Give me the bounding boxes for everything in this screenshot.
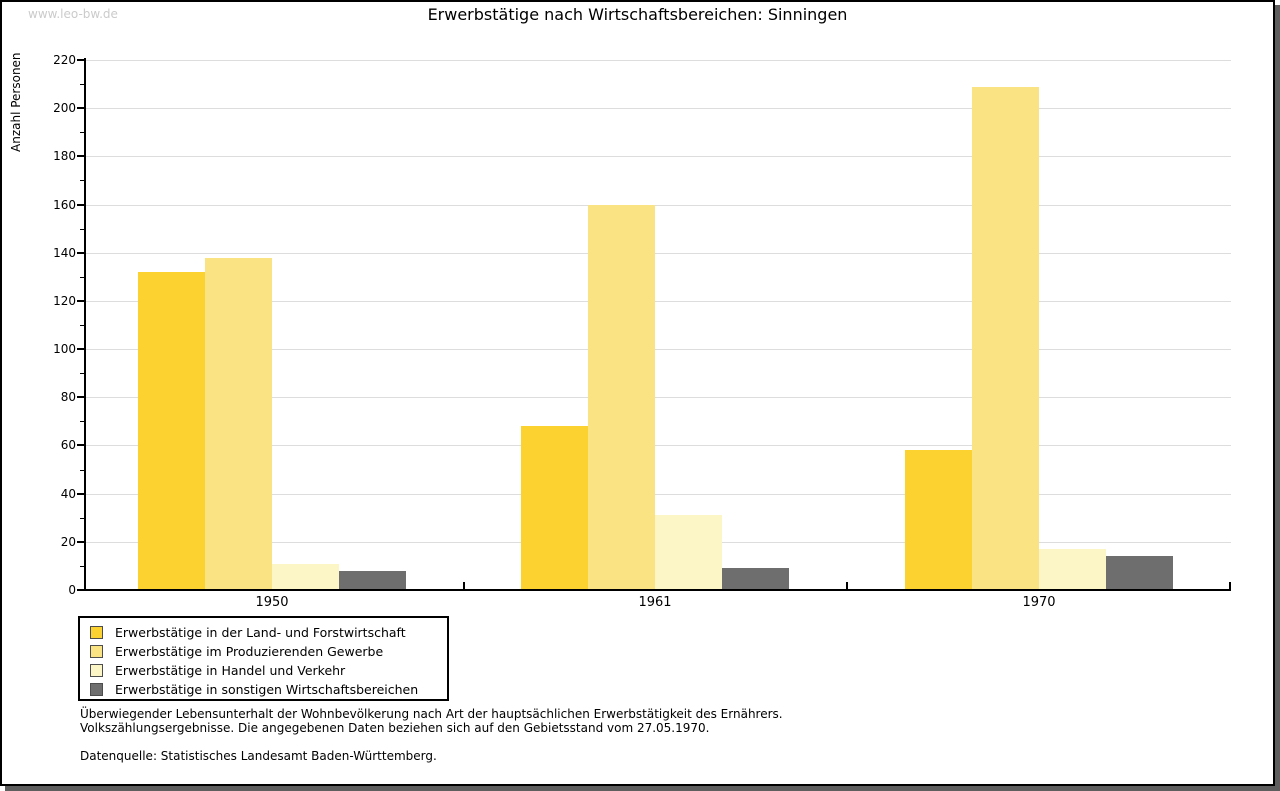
- y-axis-line: [84, 58, 86, 591]
- x-category-label: 1961: [638, 595, 672, 610]
- y-minor-tick: [80, 84, 85, 86]
- footnote: Überwiegender Lebensunterhalt der Wohnbe…: [80, 707, 783, 764]
- x-boundary-tick: [463, 582, 465, 590]
- y-tick-label: 60: [60, 438, 76, 453]
- y-minor-tick: [80, 132, 85, 134]
- gridline: [85, 60, 1231, 61]
- legend-swatch-icon: [90, 664, 103, 677]
- y-tick-label: 200: [53, 101, 76, 116]
- y-tick-label: 20: [60, 534, 76, 549]
- x-boundary-tick: [1229, 582, 1231, 590]
- y-minor-tick: [80, 565, 85, 567]
- bar-1970-series3: [1039, 549, 1106, 590]
- y-tick-label: 220: [53, 53, 76, 67]
- y-major-tick: [77, 203, 85, 206]
- y-minor-tick: [80, 228, 85, 230]
- y-major-tick: [77, 251, 85, 254]
- y-major-tick: [77, 540, 85, 543]
- legend-row-1: Erwerbstätige in der Land- und Forstwirt…: [90, 623, 447, 642]
- y-minor-tick: [80, 517, 85, 519]
- bar-1950-series3: [272, 563, 339, 590]
- gridline: [85, 204, 1231, 206]
- legend-swatch-icon: [90, 683, 103, 696]
- bar-1970-series1: [905, 450, 972, 590]
- y-major-tick: [77, 348, 85, 351]
- bar-1970-series4: [1106, 556, 1173, 590]
- y-tick-label: 160: [53, 197, 76, 212]
- y-major-tick: [77, 492, 85, 495]
- gridline: [85, 156, 1231, 158]
- y-major-tick: [77, 396, 85, 399]
- legend-row-2: Erwerbstätige im Produzierenden Gewerbe: [90, 642, 447, 661]
- y-minor-tick: [80, 469, 85, 471]
- chart-title: Erwerbstätige nach Wirtschaftsbereichen:…: [427, 5, 848, 24]
- bar-1961-series2: [588, 204, 655, 590]
- legend-row-4: Erwerbstätige in sonstigen Wirtschaftsbe…: [90, 680, 447, 699]
- y-major-tick: [77, 107, 85, 110]
- y-tick-label: 0: [68, 583, 76, 597]
- bar-1961-series3: [655, 515, 722, 590]
- legend-label: Erwerbstätige in Handel und Verkehr: [115, 663, 346, 678]
- x-boundary-tick: [846, 582, 848, 590]
- y-tick-label: 120: [53, 293, 76, 308]
- legend-swatch-icon: [90, 645, 103, 658]
- x-category-label: 1950: [255, 595, 289, 610]
- gridline: [85, 108, 1231, 110]
- gridline: [85, 252, 1231, 254]
- bar-1950-series1: [138, 272, 205, 590]
- y-major-tick: [77, 155, 85, 158]
- legend-swatch-icon: [90, 626, 103, 639]
- gridline: [85, 300, 1231, 302]
- bar-1950-series4: [339, 570, 406, 590]
- gridline: [85, 397, 1231, 399]
- legend-label: Erwerbstätige im Produzierenden Gewerbe: [115, 644, 384, 659]
- y-axis-title: Anzahl Personen: [9, 52, 23, 152]
- y-tick-label: 80: [60, 390, 76, 405]
- gridline: [85, 349, 1231, 351]
- y-tick-label: 40: [60, 486, 76, 501]
- y-tick-label: 140: [53, 245, 76, 260]
- bar-1961-series1: [521, 426, 588, 590]
- y-minor-tick: [80, 373, 85, 375]
- x-axis-line: [84, 589, 1231, 591]
- y-minor-tick: [80, 421, 85, 423]
- data-source: Datenquelle: Statistisches Landesamt Bad…: [80, 749, 437, 763]
- y-minor-tick: [80, 276, 85, 278]
- bar-1970-series2: [972, 86, 1039, 590]
- y-tick-label: 180: [53, 149, 76, 164]
- y-tick-label: 100: [53, 342, 76, 357]
- legend-row-3: Erwerbstätige in Handel und Verkehr: [90, 661, 447, 680]
- x-category-label: 1970: [1022, 595, 1056, 610]
- y-major-tick: [77, 589, 85, 591]
- gridline: [85, 493, 1231, 495]
- y-minor-tick: [80, 180, 85, 182]
- bar-1961-series4: [722, 568, 789, 590]
- footnote-line-1: Überwiegender Lebensunterhalt der Wohnbe…: [80, 707, 783, 721]
- legend-label: Erwerbstätige in der Land- und Forstwirt…: [115, 625, 406, 640]
- legend-label: Erwerbstätige in sonstigen Wirtschaftsbe…: [115, 682, 419, 697]
- watermark: www.leo-bw.de: [28, 7, 118, 21]
- y-major-tick: [77, 59, 85, 61]
- y-minor-tick: [80, 325, 85, 326]
- y-major-tick: [77, 299, 85, 302]
- footnote-line-2: Volkszählungsergebnisse. Die angegebenen…: [80, 720, 710, 735]
- y-major-tick: [77, 444, 85, 447]
- bar-1950-series2: [205, 257, 272, 590]
- gridline: [85, 445, 1231, 447]
- legend: Erwerbstätige in der Land- und Forstwirt…: [78, 616, 449, 701]
